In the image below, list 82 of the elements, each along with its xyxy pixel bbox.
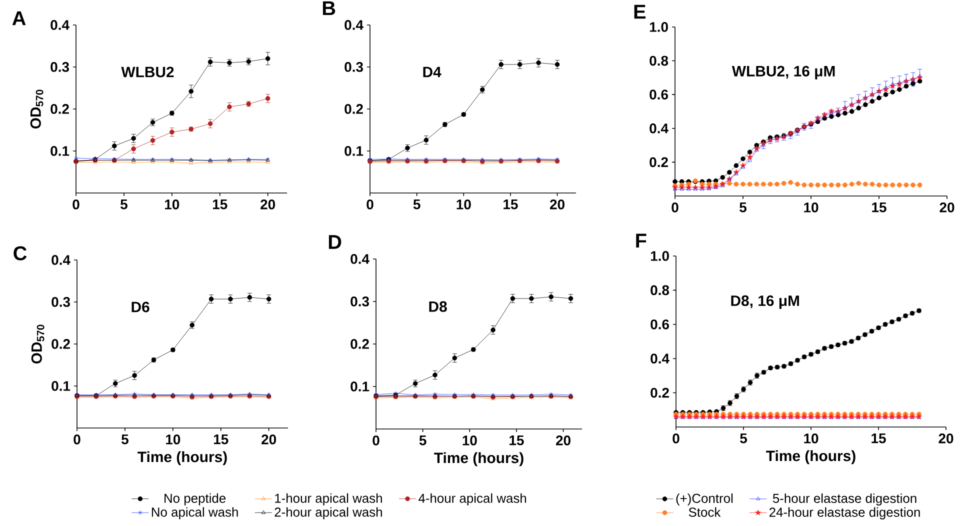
x-tick-label: 20 xyxy=(550,199,564,210)
y-tick-label: 0.2 xyxy=(650,388,669,398)
x-tick-label: 10 xyxy=(804,433,818,444)
x-tick-label: 20 xyxy=(262,434,276,444)
y-tick-label: 1.0 xyxy=(650,22,668,32)
x-tick-label: 0 xyxy=(672,433,680,444)
chart-title: B xyxy=(322,1,336,16)
y-axis-title: OD$_{570}$ xyxy=(30,90,44,129)
x-tick-label: 10 xyxy=(456,199,471,210)
y-tick-label: 0.1 xyxy=(50,146,70,156)
text: D8, 16 μM xyxy=(731,295,799,309)
y-tick-label: 0.4 xyxy=(650,123,668,134)
legend-label: 4-hour apical wash xyxy=(418,493,526,506)
text: WLBU2 xyxy=(121,66,174,78)
x-tick-label: 5 xyxy=(413,200,420,210)
legend-label: 1-hour apical wash xyxy=(275,493,382,506)
y-tick-label: 1.0 xyxy=(650,251,669,261)
y-tick-label: 0.6 xyxy=(650,90,668,100)
chart-title: F xyxy=(636,234,646,248)
x-tick-label: 5 xyxy=(120,200,128,210)
x-tick-label: 5 xyxy=(740,202,747,212)
x-tick-label: 0 xyxy=(366,199,374,210)
x-tick-label: 15 xyxy=(504,200,518,210)
x-tick-label: 20 xyxy=(260,199,276,210)
x-tick-label: 0 xyxy=(72,199,80,210)
y-tick-label: 0.2 xyxy=(52,339,70,349)
y-tick-label: 0.4 xyxy=(52,255,70,265)
y-tick-label: 0.3 xyxy=(344,62,363,72)
x-axis-title: Time (hours) xyxy=(138,451,227,466)
y-tick-label: 0.8 xyxy=(650,56,668,66)
y-tick-label: 0.6 xyxy=(650,319,669,330)
text: D4 xyxy=(423,66,442,78)
chart-title: A xyxy=(12,11,26,26)
x-tick-label: 20 xyxy=(938,433,954,444)
x-tick-label: 20 xyxy=(940,202,954,212)
y-tick-label: 0.1 xyxy=(350,382,370,392)
x-tick-label: 10 xyxy=(166,434,180,444)
x-tick-label: 15 xyxy=(872,434,886,444)
y-axis-title: OD$_{570}$ xyxy=(31,324,44,364)
x-tick-label: 10 xyxy=(804,202,818,212)
legend-label: 5-hour elastase digestion xyxy=(772,493,916,506)
y-tick-label: 0.4 xyxy=(344,20,364,30)
chart-title: C xyxy=(14,246,27,260)
x-tick-label: 15 xyxy=(214,434,228,444)
x-tick-label: 5 xyxy=(740,434,748,444)
chart-title: E xyxy=(634,4,646,19)
legend-label: 24-hour elastase digestion xyxy=(769,507,920,520)
text: D6 xyxy=(132,302,150,312)
y-tick-label: 0.8 xyxy=(650,285,670,296)
y-tick-label: 0.3 xyxy=(52,297,70,307)
text: D8 xyxy=(429,301,447,312)
x-tick-label: 15 xyxy=(212,200,228,210)
x-tick-label: 15 xyxy=(872,202,886,212)
legend-label: No apical wash xyxy=(152,507,238,520)
legend-label: (+)Control xyxy=(676,493,733,506)
y-tick-label: 0.3 xyxy=(50,62,69,72)
y-tick-label: 0.1 xyxy=(344,146,364,156)
y-tick-label: 0.4 xyxy=(350,254,370,264)
x-tick-label: 10 xyxy=(165,199,180,210)
text: WLBU2, 16 μM xyxy=(732,66,835,80)
y-tick-label: 0.4 xyxy=(50,20,70,30)
x-tick-label: 10 xyxy=(462,435,477,446)
legend-label: Stock xyxy=(688,507,721,517)
x-tick-label: 0 xyxy=(672,202,678,212)
y-tick-label: 0.2 xyxy=(50,104,69,114)
x-tick-label: 5 xyxy=(419,436,426,446)
x-tick-label: 0 xyxy=(372,435,380,446)
legend-label: 2-hour apical wash xyxy=(274,507,382,520)
x-tick-label: 0 xyxy=(74,434,80,444)
y-tick-label: 0.4 xyxy=(650,354,670,364)
y-tick-label: 0.1 xyxy=(52,381,70,391)
x-tick-label: 5 xyxy=(122,434,128,444)
y-tick-label: 0.2 xyxy=(350,339,369,349)
y-tick-label: 0.2 xyxy=(650,157,668,168)
x-tick-label: 20 xyxy=(556,435,570,446)
y-tick-label: 0.3 xyxy=(350,296,369,306)
x-axis-title: Time (hours) xyxy=(434,452,524,466)
x-axis-title: Time (hours) xyxy=(766,450,856,464)
y-tick-label: 0.2 xyxy=(344,104,363,114)
chart-title: D xyxy=(328,235,342,249)
x-tick-label: 15 xyxy=(510,436,524,446)
legend-label: No peptide xyxy=(164,493,226,506)
